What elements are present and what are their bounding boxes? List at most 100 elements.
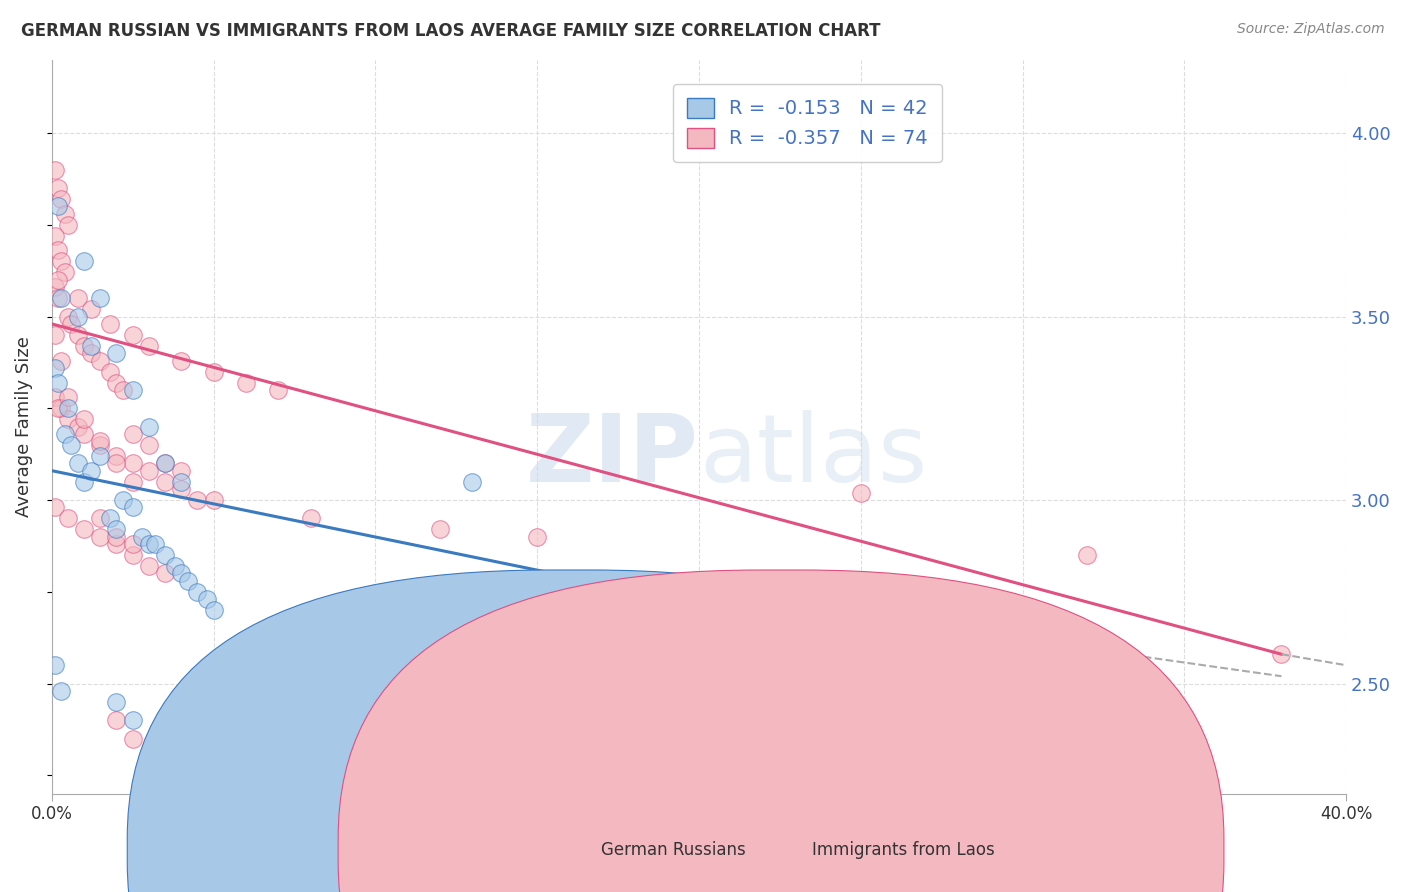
Point (89, 353, 111, 368)
Y-axis label: Average Family Size: Average Family Size (15, 336, 32, 517)
Point (543, 757, 565, 772)
Point (1076, 548, 1098, 562)
Point (121, 427, 143, 442)
Point (138, 438, 160, 452)
Point (105, 456, 128, 470)
Point (153, 456, 176, 470)
Point (79, 464, 101, 478)
Point (79, 346, 101, 360)
Point (170, 482, 193, 496)
Point (44, 390, 66, 404)
Point (53, 427, 76, 442)
Point (121, 475, 143, 489)
Text: German Russians: German Russians (602, 841, 745, 859)
Text: atlas: atlas (699, 410, 927, 502)
Point (73, 339, 96, 353)
Point (299, 511, 322, 525)
Point (98, 365, 121, 379)
Point (46, 244, 69, 258)
Point (461, 475, 484, 489)
Point (186, 584, 208, 599)
Point (138, 559, 160, 574)
Point (195, 592, 218, 607)
Point (105, 449, 128, 463)
Point (121, 327, 143, 342)
Point (46, 376, 69, 390)
Point (121, 383, 143, 397)
Point (121, 713, 143, 727)
Point (89, 291, 111, 305)
Point (66, 310, 89, 324)
Point (51, 401, 73, 416)
Point (53, 207, 76, 221)
Point (73, 523, 96, 537)
Point (111, 493, 134, 508)
Point (429, 523, 451, 537)
Legend: R =  -0.153   N = 42, R =  -0.357   N = 74: R = -0.153 N = 42, R = -0.357 N = 74 (673, 84, 942, 162)
Point (89, 434, 111, 449)
Text: ZIP: ZIP (526, 410, 699, 502)
Point (44, 162, 66, 177)
Point (105, 523, 128, 537)
Point (153, 475, 176, 489)
Point (526, 721, 548, 735)
Point (56, 511, 79, 525)
Point (66, 327, 89, 342)
Point (170, 464, 193, 478)
Point (105, 346, 128, 360)
Point (176, 574, 198, 588)
Point (60, 438, 83, 452)
Point (153, 548, 176, 562)
Point (46, 199, 69, 213)
Point (138, 339, 160, 353)
Point (51, 254, 73, 268)
Point (170, 475, 193, 489)
Point (202, 493, 225, 508)
Point (56, 390, 79, 404)
Point (143, 537, 166, 551)
Point (66, 291, 89, 305)
Point (51, 353, 73, 368)
Point (121, 731, 143, 746)
Point (131, 530, 153, 544)
Point (89, 511, 111, 525)
Point (56, 401, 79, 416)
Point (170, 566, 193, 581)
Text: GERMAN RUSSIAN VS IMMIGRANTS FROM LAOS AVERAGE FAMILY SIZE CORRELATION CHART: GERMAN RUSSIAN VS IMMIGRANTS FROM LAOS A… (21, 22, 880, 40)
Point (56, 412, 79, 426)
Point (105, 713, 128, 727)
Point (526, 530, 548, 544)
Point (46, 401, 69, 416)
Point (66, 456, 89, 470)
Point (202, 365, 225, 379)
Point (121, 500, 143, 515)
Point (170, 353, 193, 368)
Point (79, 339, 101, 353)
Point (89, 449, 111, 463)
Point (56, 218, 79, 232)
Point (51, 192, 73, 206)
Point (543, 742, 565, 756)
Text: Immigrants from Laos: Immigrants from Laos (813, 841, 994, 859)
Point (153, 456, 176, 470)
Point (138, 537, 160, 551)
Point (51, 684, 73, 698)
Point (46, 273, 69, 287)
Point (111, 383, 134, 397)
Point (163, 559, 186, 574)
Point (121, 456, 143, 470)
Point (73, 475, 96, 489)
Point (138, 464, 160, 478)
Point (105, 530, 128, 544)
Point (267, 383, 290, 397)
Point (60, 317, 83, 331)
Point (105, 537, 128, 551)
Point (56, 310, 79, 324)
Point (79, 302, 101, 317)
Point (73, 427, 96, 442)
Point (202, 603, 225, 617)
Point (235, 376, 257, 390)
Point (98, 317, 121, 331)
Point (138, 419, 160, 434)
Point (73, 412, 96, 426)
